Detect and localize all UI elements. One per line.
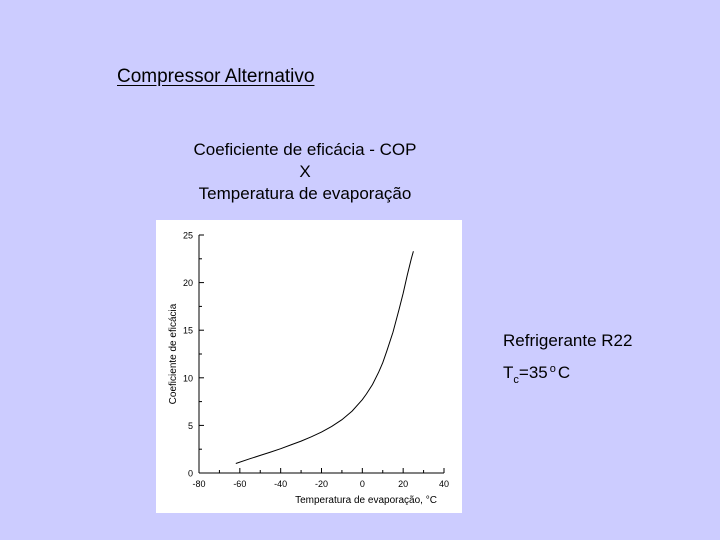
subtitle-line-x: X [299,162,311,181]
refrigerant-label: Refrigerante R22 [503,331,633,350]
refrigerant-note: Refrigerante R22 Tc=35 o C [503,327,632,394]
slide-subtitle: Coeficiente de eficácia - COP X Temperat… [150,139,460,205]
condensing-temperature: Tc=35 o C [503,355,632,394]
x-tick-label: 40 [439,479,449,489]
x-tick-label: 0 [360,479,365,489]
y-tick-label: 10 [183,373,193,383]
tc-subscript: c [513,374,519,386]
x-tick-label: -60 [233,479,246,489]
slide-title: Compressor Alternativo [117,66,315,87]
y-tick-label: 25 [183,231,193,241]
tc-unit: C [557,363,571,382]
x-tick-label: 20 [398,479,408,489]
cop-curve [235,251,414,464]
y-tick-label: 0 [188,469,193,479]
x-tick-label: -20 [315,479,328,489]
x-axis-label: Temperatura de evaporação, °C [295,495,437,506]
y-tick-label: 20 [183,278,193,288]
x-tick-label: -40 [274,479,287,489]
degree-symbol: o [549,363,556,375]
cop-chart: 0 5 10 15 20 25 -80 -60 -40 -20 0 20 40 Coeficiente… [168,231,449,507]
tc-symbol: T [503,363,514,382]
subtitle-line-temperature: Temperatura de evaporação [198,184,412,203]
subtitle-line-cop: Coeficiente de eficácia - COP [193,140,417,159]
y-tick-label: 15 [183,326,193,336]
y-tick-label: 5 [188,421,193,431]
cop-chart-panel: 0 5 10 15 20 25 -80 -60 -40 -20 0 20 40 Coeficiente… [156,220,462,513]
tc-value: =35 [518,363,548,382]
y-axis-label: Coeficiente de eficácia [168,303,179,404]
x-tick-label: -80 [192,479,205,489]
